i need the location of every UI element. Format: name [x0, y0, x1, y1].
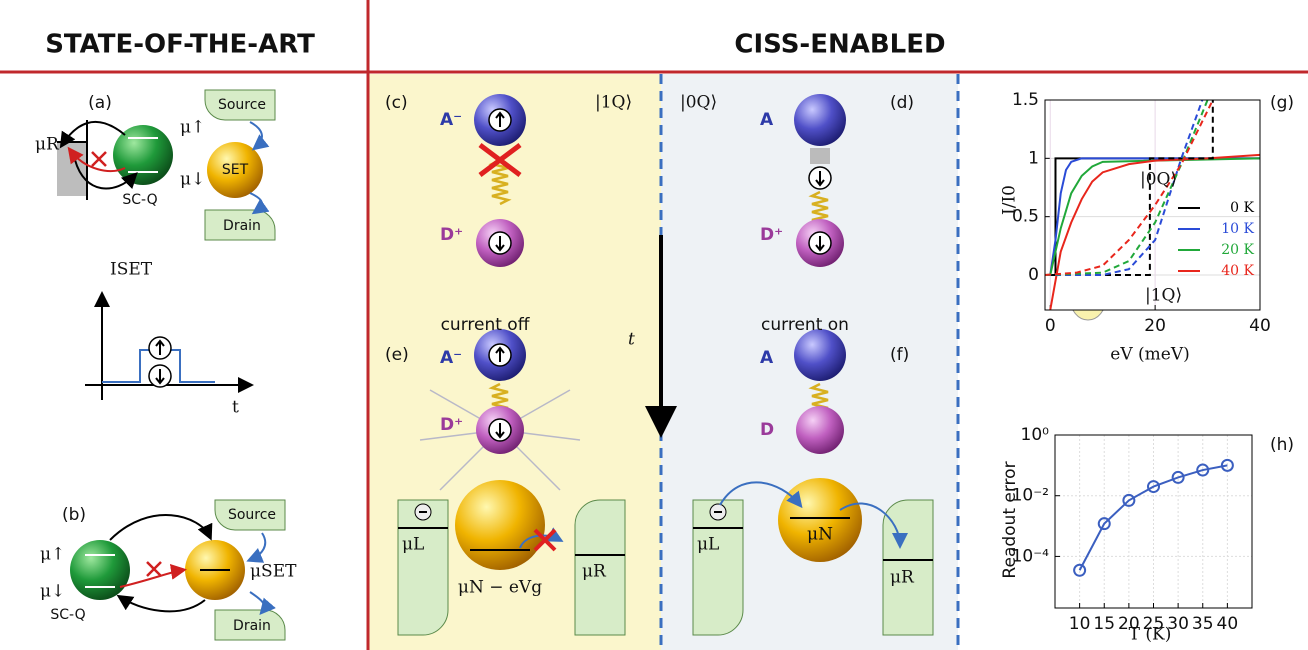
x-tick-label: 40 [1249, 316, 1271, 336]
y-tick-label: 0.5 [1012, 207, 1039, 227]
label: Source [218, 97, 266, 113]
marker [1171, 470, 1185, 484]
x-tick-label: 25 [1143, 614, 1165, 634]
label: μN [807, 525, 833, 545]
legend-label: 0 K [1230, 200, 1254, 216]
panel-label: (g) [1270, 93, 1294, 113]
x-axis-label: T (K) [1129, 625, 1172, 645]
x-tick-label: 30 [1167, 614, 1189, 634]
panel-e [397, 329, 626, 636]
y-axis-label: Readout error [1000, 461, 1020, 578]
label: SC-Q [50, 607, 85, 623]
label: SC-Q [122, 192, 157, 208]
panel-b [70, 499, 286, 641]
y-tick-label: 10⁰ [1021, 425, 1050, 445]
series-line [1078, 464, 1228, 571]
panel-label: (d) [890, 93, 914, 113]
panel-label: (a) [88, 93, 112, 113]
header: STATE-OF-THE-ART [45, 30, 315, 60]
label: A⁻ [440, 110, 462, 130]
label: D⁺ [440, 415, 463, 435]
legend-label: 40 K [1221, 263, 1254, 279]
label: A [760, 348, 774, 368]
label: Source [228, 507, 276, 523]
x-tick-label: 35 [1192, 614, 1214, 634]
caption: current on [761, 315, 849, 335]
x-tick-label: 10 [1069, 614, 1091, 634]
label: μSET [250, 562, 297, 582]
y-tick-label: 1.5 [1012, 90, 1039, 110]
label: D [760, 420, 774, 440]
series-line [1049, 153, 1260, 310]
y-tick-label: 0 [1028, 265, 1039, 285]
label: μN − eVg [458, 578, 542, 598]
panel-label: (f) [890, 345, 909, 365]
label: Drain [223, 218, 261, 234]
marker [1196, 463, 1210, 477]
series-line [1045, 100, 1214, 276]
panel-label: (e) [385, 345, 409, 365]
label: μ↑ [40, 545, 65, 565]
panel-label: (h) [1270, 435, 1294, 455]
marker [1220, 458, 1234, 472]
plot-frame [1054, 434, 1253, 609]
label: t [628, 330, 635, 350]
caption: current off [441, 315, 531, 335]
label: μR [35, 135, 60, 155]
marker [1097, 517, 1111, 531]
label: μ↑ [180, 118, 205, 138]
label: |1Q⟩ [595, 93, 632, 113]
axis-label: ISET [110, 260, 153, 280]
annotation: |1Q⟩ [1145, 286, 1182, 306]
label: μR [890, 568, 915, 588]
plot-frame [1044, 99, 1261, 311]
label: μ↓ [40, 582, 65, 602]
x-tick-label: 20 [1118, 614, 1140, 634]
marker [1122, 493, 1136, 507]
label: D⁺ [760, 225, 783, 245]
series-line [1049, 157, 1260, 276]
annotation: |0Q⟩ [1140, 170, 1177, 190]
label: A⁻ [440, 348, 462, 368]
x-tick-label: 15 [1093, 614, 1115, 634]
y-tick-label: 10⁻⁴ [1012, 546, 1050, 566]
label: |0Q⟩ [680, 93, 717, 113]
x-axis-label: eV (meV) [1110, 345, 1189, 365]
label: D⁺ [440, 225, 463, 245]
x-tick-label: 0 [1045, 316, 1056, 336]
label: μR [582, 562, 607, 582]
series-line [1045, 100, 1214, 276]
legend-label: 10 K [1221, 221, 1254, 237]
x-tick-label: 40 [1217, 614, 1239, 634]
label: SET [222, 162, 249, 178]
marker [1147, 480, 1160, 494]
label: μL [402, 535, 424, 555]
panel-f [692, 329, 934, 636]
y-axis-label: I/I0 [1000, 185, 1020, 215]
legend-label: 20 K [1221, 242, 1254, 258]
label: Drain [233, 618, 271, 634]
header: CISS-ENABLED [734, 30, 945, 60]
y-tick-label: 10⁻² [1012, 486, 1049, 506]
iset-sketch [85, 291, 254, 400]
marker [1073, 563, 1087, 577]
label: μ↓ [180, 170, 205, 190]
panel-label: (b) [62, 505, 86, 525]
label: μL [697, 535, 719, 555]
axis-label: t [232, 398, 239, 418]
panel-label: (c) [385, 93, 408, 113]
y-tick-label: 1 [1028, 148, 1039, 168]
x-tick-label: 20 [1144, 316, 1166, 336]
panel-a [57, 89, 276, 241]
panel-c [474, 94, 526, 267]
panel-d [794, 94, 846, 267]
series-line [1045, 100, 1204, 276]
series-line [1049, 157, 1260, 276]
label: A [760, 110, 774, 130]
